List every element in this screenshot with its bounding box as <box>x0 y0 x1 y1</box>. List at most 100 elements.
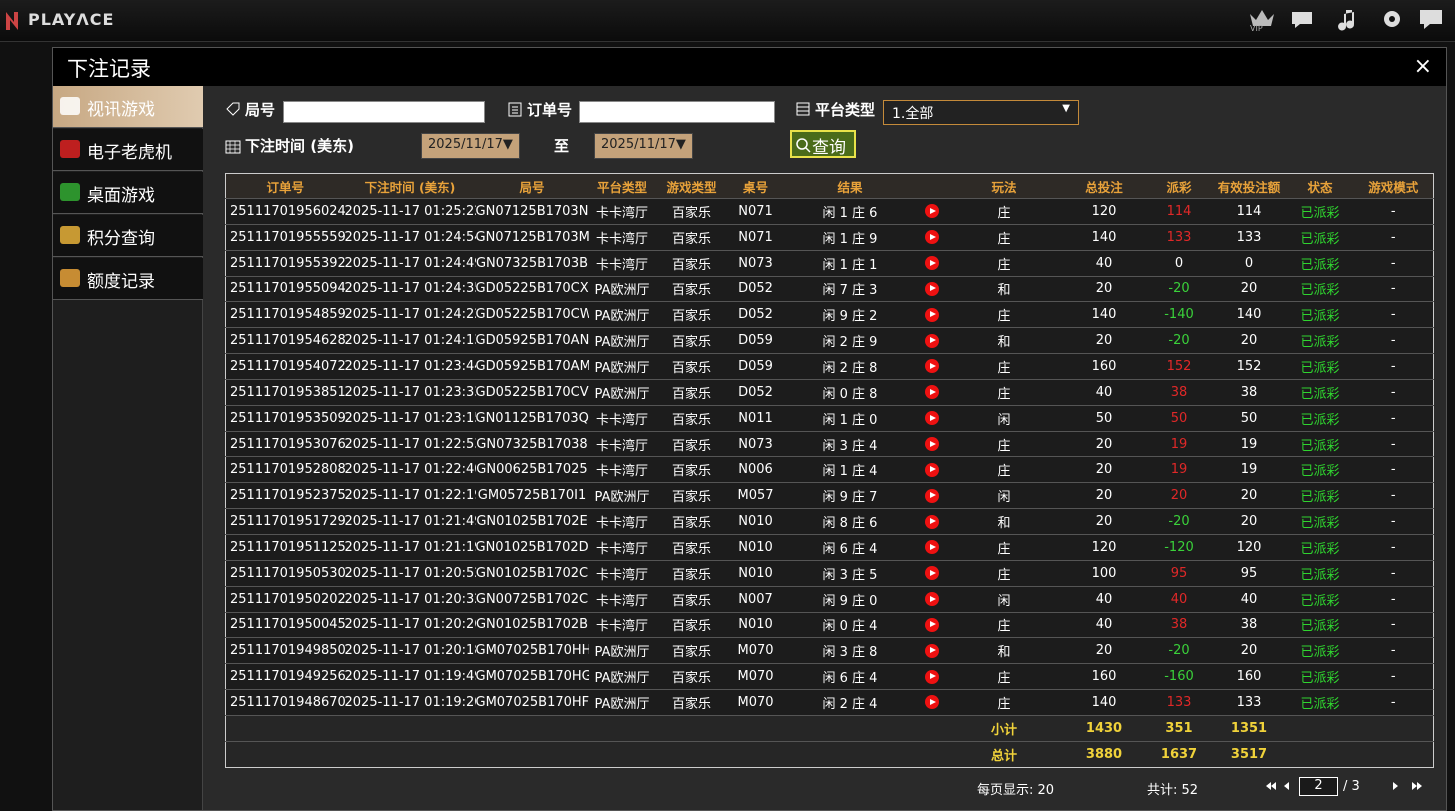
play-button[interactable] <box>924 230 939 245</box>
play-button[interactable] <box>924 540 939 555</box>
cell: 百家乐 <box>655 482 728 509</box>
play-button[interactable] <box>924 359 939 374</box>
menu-item[interactable]: 额度记录 <box>53 258 203 300</box>
prev-buttons[interactable] <box>1263 779 1293 793</box>
cell: 卡卡湾厅 <box>588 611 656 638</box>
menu-item[interactable]: 视讯游戏 <box>53 86 203 128</box>
play-button[interactable] <box>924 488 939 503</box>
bet-row: 251117019498500 2025-11-17 01:20:18 GM0702… <box>225 637 1434 664</box>
cell: 2025-11-17 01:22:19 <box>344 482 476 509</box>
round-input[interactable] <box>283 101 485 123</box>
play-button[interactable] <box>924 566 939 581</box>
play-button[interactable] <box>924 437 939 452</box>
search-button[interactable]: 查询 <box>790 130 856 158</box>
cell: 133 <box>1211 223 1287 251</box>
modal-header: 下注记录 × <box>53 48 1446 86</box>
date-to[interactable]: 2025/11/17▼ <box>594 133 693 159</box>
cell: 50 <box>1211 404 1287 432</box>
cell: - <box>1353 430 1434 457</box>
play-button[interactable] <box>924 462 939 477</box>
next-buttons[interactable] <box>1387 779 1423 793</box>
cell: 闲 9 庄 2 <box>783 301 917 328</box>
cell: 20 <box>1061 508 1147 535</box>
order-icon <box>508 102 522 117</box>
cell: 2025-11-17 01:23:44 <box>344 353 476 380</box>
cell: - <box>1353 533 1434 561</box>
bet-row: 251117019560240 2025-11-17 01:25:22 GN0712… <box>225 198 1434 225</box>
order-input[interactable] <box>579 101 775 123</box>
cell: 百家乐 <box>655 378 728 406</box>
search-text: 查询 <box>812 138 846 158</box>
cell: 2025-11-17 01:20:32 <box>344 585 476 612</box>
cell: 庄 <box>946 301 1062 328</box>
cell: 114 <box>1211 198 1287 225</box>
cell: 251117019546281 <box>225 327 345 354</box>
cell: 庄 <box>946 611 1062 638</box>
date-from[interactable]: 2025/11/17▼ <box>421 133 520 159</box>
cell: 152 <box>1146 353 1212 380</box>
cell: 百家乐 <box>655 637 728 664</box>
cell: 2025-11-17 01:24:54 <box>344 223 476 251</box>
cell: 40 <box>1061 611 1147 638</box>
video-cell <box>916 404 947 432</box>
play-button[interactable] <box>924 643 939 658</box>
platform-select[interactable]: 1.全部 ▼ <box>883 100 1079 125</box>
cell: 251117019555595 <box>225 223 345 251</box>
cell: 152 <box>1211 353 1287 380</box>
cell: PA欧洲厅 <box>588 353 656 380</box>
play-button[interactable] <box>924 385 939 400</box>
cell: 已派彩 <box>1286 378 1354 406</box>
menu-item[interactable]: 积分查询 <box>53 215 203 257</box>
play-button[interactable] <box>924 617 939 632</box>
bet-row: 251117019486707 2025-11-17 01:19:20 GM0702… <box>225 689 1434 716</box>
cell: GN01025B1702B <box>475 611 589 638</box>
platform-value: 1.全部 <box>892 106 934 122</box>
video-cell <box>916 533 947 561</box>
cell: 已派彩 <box>1286 689 1354 716</box>
cell: N073 <box>727 430 784 457</box>
play-button[interactable] <box>924 204 939 219</box>
column-header: 结果 <box>783 173 917 199</box>
cell: 140 <box>1061 223 1147 251</box>
cell: PA欧洲厅 <box>588 482 656 509</box>
play-button[interactable] <box>924 514 939 529</box>
cell: 已派彩 <box>1286 559 1354 587</box>
cell: 2025-11-17 01:22:40 <box>344 456 476 483</box>
play-button[interactable] <box>924 695 939 710</box>
video-cell <box>916 353 947 380</box>
menu-icon <box>60 183 80 201</box>
video-cell <box>916 663 947 690</box>
menu-item[interactable]: 电子老虎机 <box>53 129 203 171</box>
page-input[interactable]: 2 <box>1299 777 1338 796</box>
cell: 闲 1 庄 6 <box>783 198 917 225</box>
menu-label: 积分查询 <box>87 229 155 249</box>
play-button[interactable] <box>924 307 939 322</box>
top-icons <box>1250 10 1442 31</box>
cell: 19 <box>1146 456 1212 483</box>
cell: 251117019540725 <box>225 353 345 380</box>
bet-row: 251117019505300 2025-11-17 01:20:52 GN0102… <box>225 559 1434 587</box>
cell: 百家乐 <box>655 404 728 432</box>
cell: 闲 6 庄 4 <box>783 663 917 690</box>
play-button[interactable] <box>924 411 939 426</box>
cell: 百家乐 <box>655 353 728 380</box>
play-button[interactable] <box>924 281 939 296</box>
cell: 百家乐 <box>655 611 728 638</box>
menu-item[interactable]: 桌面游戏 <box>53 172 203 214</box>
cell: - <box>1353 559 1434 587</box>
total-valid: 3517 <box>1211 740 1287 768</box>
play-button[interactable] <box>924 256 939 271</box>
close-button[interactable]: × <box>1413 54 1432 79</box>
cell: 百家乐 <box>655 533 728 561</box>
play-button[interactable] <box>924 333 939 348</box>
cell: N071 <box>727 198 784 225</box>
to-label: 至 <box>554 137 570 155</box>
play-button[interactable] <box>924 669 939 684</box>
play-button[interactable] <box>924 592 939 607</box>
platform-icon <box>796 102 810 116</box>
bet-row: 251117019548591 2025-11-17 01:24:22 GD0522… <box>225 301 1434 328</box>
cell: 20 <box>1061 637 1147 664</box>
menu-label: 桌面游戏 <box>87 186 155 206</box>
page-count: / 3 <box>1343 779 1360 794</box>
